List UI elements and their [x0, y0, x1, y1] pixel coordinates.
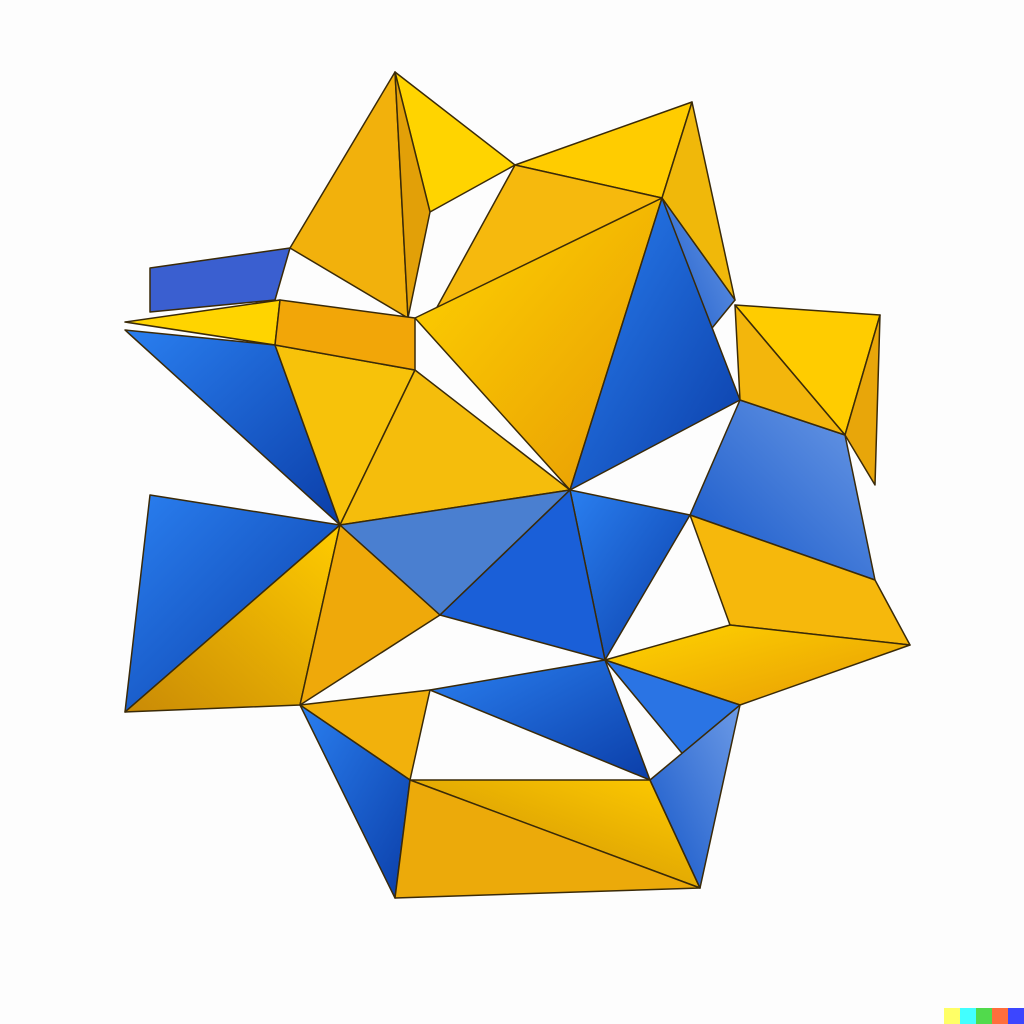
- signature-swatch-red: [992, 1008, 1008, 1024]
- signature-swatch-cyan: [960, 1008, 976, 1024]
- face-bot-3: [394, 779, 701, 899]
- face-top-left: [289, 71, 409, 319]
- face-bot-4: [649, 704, 741, 889]
- signature-swatch-yellow: [944, 1008, 960, 1024]
- face-top-mid: [394, 71, 431, 319]
- face-c-2: [569, 197, 741, 491]
- face-b-1: [429, 659, 651, 781]
- face-r-4: [734, 304, 846, 436]
- signature-swatch-green: [976, 1008, 992, 1024]
- color-signature-strip: [944, 1008, 1024, 1024]
- polyhedron-faces: [124, 71, 911, 899]
- signature-swatch-blue: [1008, 1008, 1024, 1024]
- face-r-2: [844, 314, 881, 486]
- face-m-3: [439, 489, 606, 661]
